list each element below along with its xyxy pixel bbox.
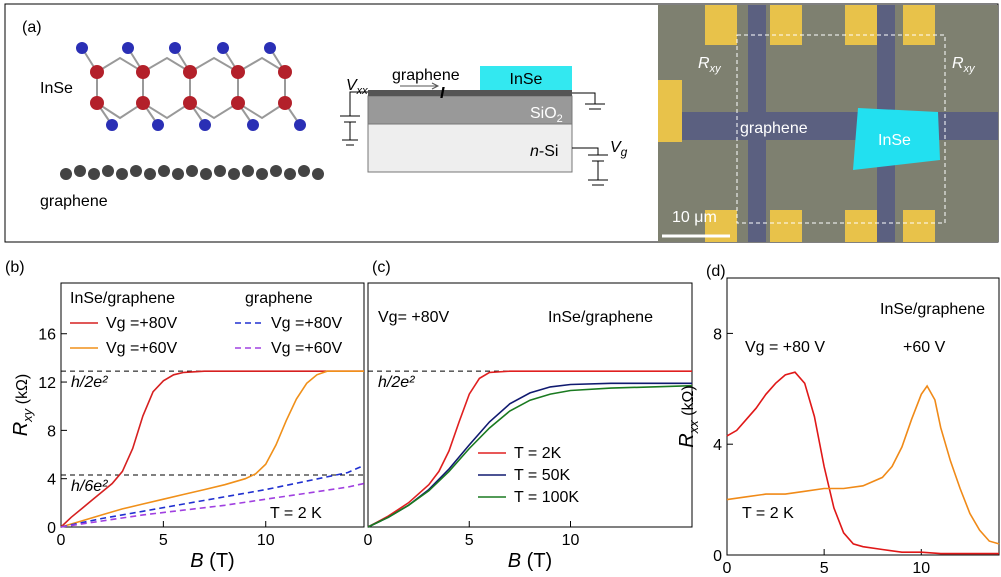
panel-label: (a) [22, 19, 42, 36]
x-axis-label: B (T) [508, 550, 552, 572]
x-tick-label: 5 [820, 560, 829, 577]
vxx-label: Vxx [346, 77, 368, 97]
series-line [60, 370, 364, 528]
legend-label: T = 100K [514, 489, 579, 506]
y-tick-label: 0 [47, 520, 56, 537]
graphene-atoms [60, 165, 324, 180]
y-axis-unit: (kΩ) [680, 385, 697, 420]
legend-title: InSe/graphene [70, 290, 175, 307]
y-tick-label: 4 [47, 472, 56, 489]
scale-label: 10 μm [672, 209, 717, 226]
series-line [726, 384, 1000, 545]
plot-frame [726, 277, 1000, 556]
annotation: T = 2 K [270, 505, 322, 522]
annotation: T = 2 K [742, 505, 794, 522]
series-line [726, 371, 999, 555]
x-axis-label: B (T) [190, 550, 234, 572]
current-label: I [440, 85, 445, 102]
series-line [60, 370, 364, 528]
device-label: InSe [510, 71, 543, 88]
micrograph-label: graphene [740, 120, 808, 137]
sio2-layer [367, 95, 573, 125]
legend-label: Vg =+60V [271, 340, 343, 357]
annotation: Vg = +80 V [745, 339, 825, 356]
x-axis-symbol: B [190, 550, 203, 572]
annotation: +60 V [903, 339, 946, 356]
series-line [367, 370, 692, 528]
hall-bar [658, 5, 998, 242]
x-tick-label: 0 [57, 532, 66, 549]
y-axis-symbol: R [10, 422, 32, 436]
measurement-box [736, 34, 946, 224]
series-line [60, 482, 365, 528]
y-axis-symbol: R [676, 433, 698, 447]
circuit [340, 82, 608, 186]
rxy-label: Rxy [952, 55, 976, 75]
sio2-label: SiO2 [530, 105, 563, 125]
reference-label: h/6e² [71, 478, 108, 495]
lattice-atoms [76, 42, 306, 131]
x-tick-label: 5 [159, 532, 168, 549]
graphene-layer [368, 90, 572, 96]
y-tick-label: 4 [713, 437, 722, 454]
x-tick-label: 10 [562, 532, 580, 549]
annotation: Vg= +80V [378, 309, 450, 326]
inse-flake [480, 66, 572, 90]
series-line [367, 384, 693, 528]
legend-label: Vg =+80V [106, 315, 178, 332]
reference-label: h/2e² [71, 374, 108, 391]
x-axis-unit: (T) [204, 550, 235, 572]
panel-label: (b) [5, 259, 25, 276]
plot-frame [367, 282, 693, 528]
x-tick-label: 0 [723, 560, 732, 577]
legend-label: Vg =+60V [106, 340, 178, 357]
nsi-label: n-Si [530, 143, 558, 160]
vg-label: Vg [610, 139, 628, 159]
y-tick-label: 12 [38, 375, 56, 392]
x-tick-label: 10 [912, 560, 930, 577]
inse-flake [853, 108, 940, 170]
legend-label: Vg =+80V [271, 315, 343, 332]
device-label: graphene [392, 67, 460, 84]
y-tick-label: 16 [38, 327, 56, 344]
y-axis-unit: (kΩ) [14, 374, 31, 409]
rxy-label: Rxy [698, 55, 722, 75]
y-axis-sub: xy [20, 407, 35, 423]
y-tick-label: 8 [47, 423, 56, 440]
lattice-label: InSe [40, 80, 73, 97]
series-line [60, 464, 365, 528]
y-tick-label: 8 [713, 326, 722, 343]
annotation: InSe/graphene [548, 309, 653, 326]
lattice-label: graphene [40, 193, 108, 210]
micrograph-label: InSe [878, 132, 911, 149]
y-axis-sub: xx [686, 420, 701, 435]
reference-label: h/2e² [378, 374, 415, 391]
x-axis-symbol: B [508, 550, 521, 572]
panel-label: (c) [372, 259, 391, 276]
x-tick-label: 10 [257, 532, 275, 549]
plot-frame [60, 282, 365, 528]
legend-label: T = 50K [514, 467, 571, 484]
x-axis-unit: (T) [521, 550, 552, 572]
n-si-layer [367, 123, 573, 173]
x-tick-label: 5 [465, 532, 474, 549]
y-axis-label: Rxy (kΩ) [10, 374, 35, 437]
legend-label: T = 2K [514, 445, 562, 462]
y-tick-label: 0 [713, 548, 722, 565]
y-axis-label: Rxx (kΩ) [676, 385, 701, 448]
panel-label: (d) [706, 263, 726, 280]
x-tick-label: 0 [364, 532, 373, 549]
annotation: InSe/graphene [880, 301, 985, 318]
legend-title: graphene [245, 290, 313, 307]
